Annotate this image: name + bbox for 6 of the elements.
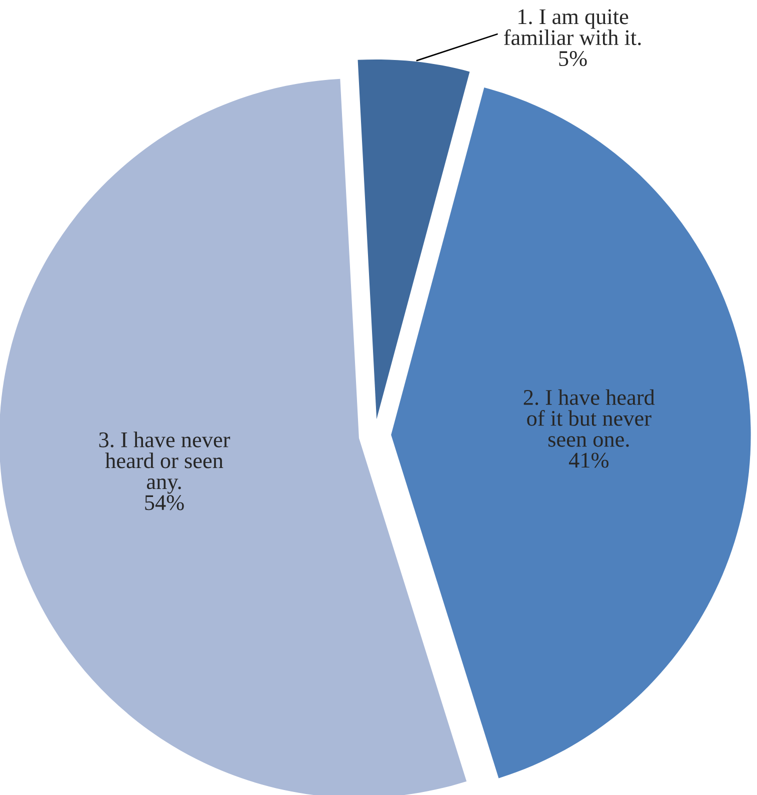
data-label: 41%	[568, 452, 609, 468]
slice-label: 3. I have never heard or seen any.	[99, 432, 230, 494]
slice-label: 1. I am quite familiar with it.	[504, 9, 641, 46]
data-label: 54%	[145, 495, 184, 510]
data-label: 5%	[559, 51, 587, 66]
slice-label: 2. I have heard of it but never seen one.	[524, 389, 655, 447]
